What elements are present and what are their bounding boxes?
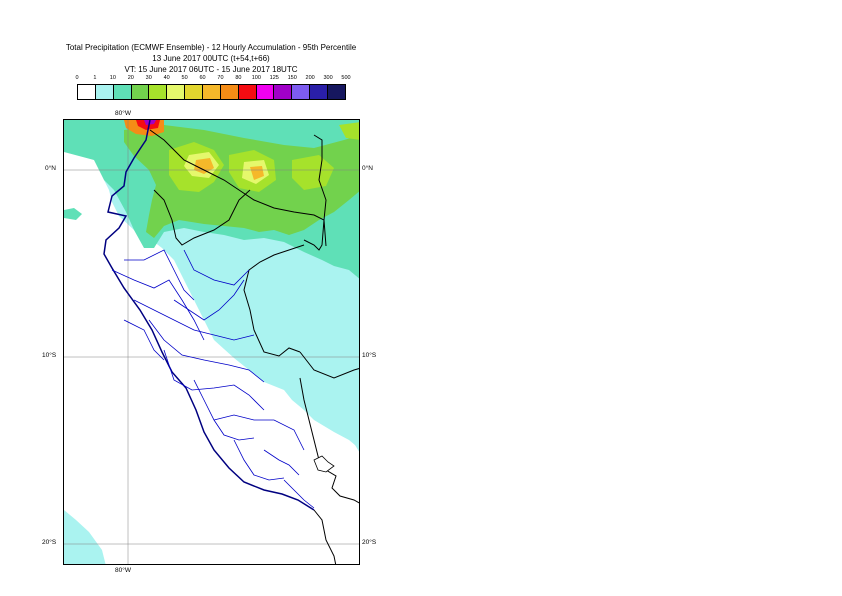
lake-titicaca bbox=[313, 455, 335, 473]
moderate-rain-patch bbox=[64, 208, 82, 220]
lat-label-0-left: 0°N bbox=[45, 165, 56, 172]
base-time: 13 June 2017 00UTC (t+54,t+66) bbox=[152, 54, 270, 63]
valid-time: VT: 15 June 2017 06UTC - 15 June 2017 18… bbox=[124, 65, 298, 74]
legend-threshold-label: 125 bbox=[269, 75, 279, 81]
legend-swatch bbox=[310, 85, 329, 99]
legend-swatch bbox=[131, 85, 150, 99]
legend-threshold-label: 150 bbox=[287, 75, 297, 81]
legend-threshold-label: 0 bbox=[75, 75, 79, 81]
lat-label-10-right: 10°S bbox=[362, 352, 377, 359]
legend-swatch bbox=[95, 85, 114, 99]
legend-threshold-label: 100 bbox=[251, 75, 261, 81]
border-peru-brazil bbox=[243, 244, 305, 357]
legend-threshold-label: 300 bbox=[323, 75, 333, 81]
legend-swatch bbox=[149, 85, 168, 99]
lat-label-20-left: 20°S bbox=[42, 539, 57, 546]
legend-threshold-label: 20 bbox=[127, 75, 134, 81]
legend-swatch bbox=[185, 85, 204, 99]
legend-swatch bbox=[203, 85, 221, 99]
very-heavy-rain-core-3 bbox=[292, 155, 334, 190]
regional-boundaries bbox=[111, 249, 315, 509]
legend-threshold-label: 80 bbox=[235, 75, 242, 81]
legend-swatch bbox=[113, 85, 132, 99]
extreme-rain-core-2 bbox=[250, 166, 264, 180]
very-heavy-rain-core-4 bbox=[339, 122, 359, 140]
legend-swatch bbox=[78, 85, 96, 99]
legend-threshold-label: 1 bbox=[93, 75, 97, 81]
legend-swatch bbox=[328, 85, 345, 99]
legend-threshold-label: 10 bbox=[109, 75, 116, 81]
border-brazil-bolivia bbox=[299, 351, 359, 379]
precipitation-map bbox=[63, 119, 360, 565]
light-rain-east bbox=[284, 360, 359, 452]
legend-threshold-label: 60 bbox=[199, 75, 206, 81]
border-chile-bolivia bbox=[313, 509, 337, 564]
legend-color-bar bbox=[77, 84, 346, 100]
light-rain-south bbox=[64, 510, 106, 564]
legend-threshold-label: 500 bbox=[341, 75, 351, 81]
coastline bbox=[103, 120, 315, 511]
lat-label-10-left: 10°S bbox=[42, 352, 57, 359]
legend-threshold-label: 30 bbox=[145, 75, 152, 81]
legend-swatch bbox=[220, 85, 239, 99]
lat-label-0-right: 0°N bbox=[362, 165, 373, 172]
legend-threshold-label: 40 bbox=[163, 75, 170, 81]
title-block: Total Precipitation (ECMWF Ensemble) - 1… bbox=[0, 42, 422, 75]
map-title: Total Precipitation (ECMWF Ensemble) - 1… bbox=[65, 43, 357, 52]
legend-swatch bbox=[167, 85, 186, 99]
border-ecuador-peru bbox=[153, 189, 251, 246]
lon-label-bottom: 80°W bbox=[115, 567, 131, 574]
legend-threshold-labels: 0 1 10 20 30 40 50 60 70 80 100 125 150 200 300 500 bbox=[0, 74, 842, 84]
legend-threshold-label: 50 bbox=[181, 75, 188, 81]
legend-threshold-label: 70 bbox=[217, 75, 224, 81]
legend-swatch bbox=[274, 85, 293, 99]
border-colombia-brazil bbox=[313, 134, 327, 247]
lon-label-top: 80°W bbox=[115, 110, 131, 117]
lat-label-20-right: 20°S bbox=[362, 539, 377, 546]
legend-swatch bbox=[238, 85, 257, 99]
border-ecuador-colombia bbox=[149, 129, 325, 251]
map-svg bbox=[64, 120, 359, 564]
legend-threshold-label: 200 bbox=[305, 75, 315, 81]
legend-swatch bbox=[256, 85, 275, 99]
legend-swatch bbox=[292, 85, 311, 99]
